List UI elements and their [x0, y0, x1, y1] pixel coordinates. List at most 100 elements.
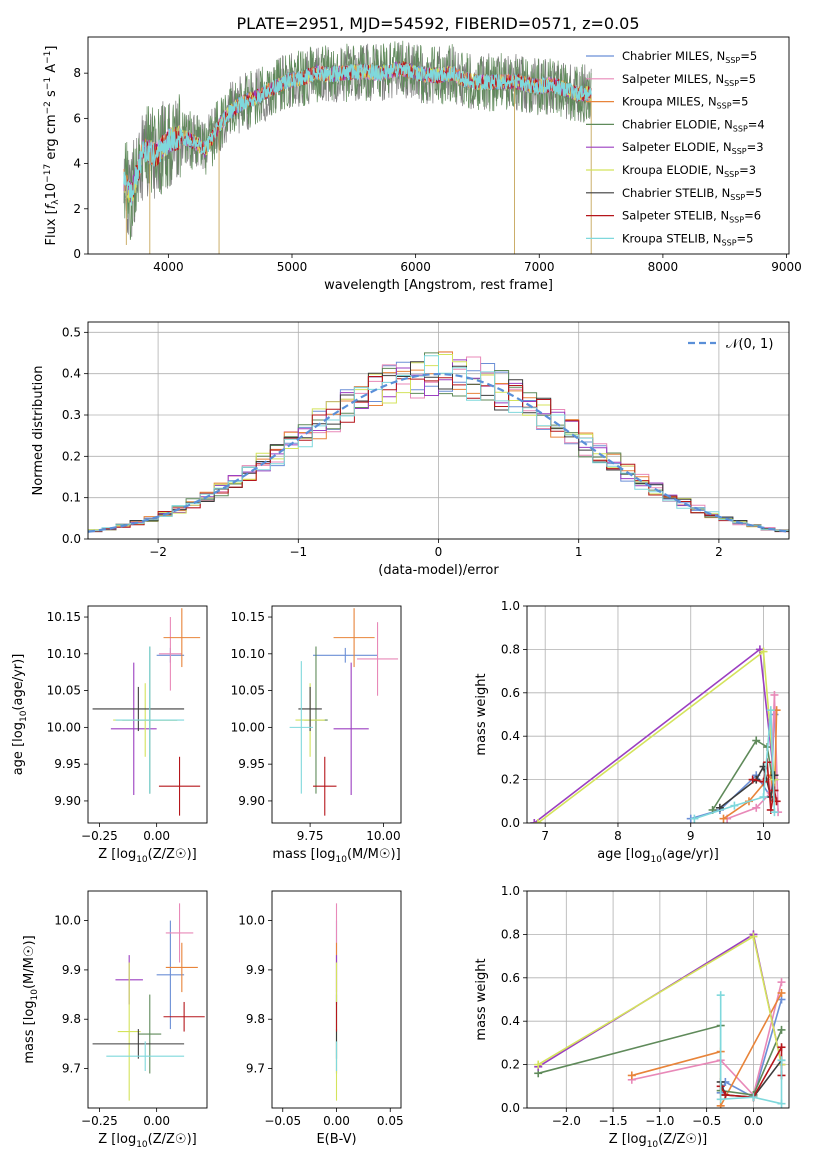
y-tick-label: 10.00	[231, 720, 265, 734]
x-axis-label: age [log10(age/yr)]	[597, 847, 719, 865]
x-tick-label: −1	[289, 545, 307, 559]
weight-vs-metallicity-panel: −2.0 −1.5 −1.0 −0.5 0.0 0.0 0.2 0.4 0.6 0.8 1.0 Z […	[474, 884, 790, 1150]
legend-label: Kroupa STELIB, NSSP=5	[622, 231, 753, 247]
y-axis-label: Normed distribution	[31, 366, 46, 496]
residuals-panel: −2 −1 0 1 2 0.0 0.1 0.2 0.3 0.4 0.5 (data-model)/er…	[31, 321, 790, 578]
axes-frame	[526, 605, 790, 824]
x-tick-label: −1.5	[599, 1114, 628, 1128]
y-tick-label: 9.8	[246, 1012, 265, 1026]
y-axis-label: mass weight	[474, 958, 489, 1040]
axes-frame	[87, 321, 790, 540]
x-axis-label: (data-model)/error	[378, 563, 499, 578]
y-tick-label: 9.7	[62, 1062, 81, 1076]
y-tick-label: 8	[73, 66, 81, 80]
x-tick-label: −0.25	[81, 829, 118, 843]
legend-label: Salpeter ELODIE, NSSP=3	[622, 140, 764, 156]
x-tick-label: 7000	[524, 260, 555, 274]
axes-frame	[271, 890, 402, 1109]
y-tick-label: 0.0	[501, 816, 520, 830]
y-axis-label: mass weight	[474, 673, 489, 755]
axes-frame	[271, 605, 402, 824]
mass-vs-extinction-panel: −0.05 0.00 0.05 9.7 9.8 9.9 10.0 E(B-V)	[238, 890, 404, 1147]
legend-label: Chabrier STELIB, NSSP=5	[622, 186, 762, 202]
y-tick-label: 10.15	[231, 610, 265, 624]
axes-frame	[87, 890, 208, 1109]
axes-frame	[87, 605, 208, 824]
spectrum-lines	[123, 40, 592, 254]
spectrum-line	[123, 62, 592, 206]
y-tick-label: 10.0	[238, 914, 265, 928]
x-tick-label: −2.0	[552, 1114, 581, 1128]
y-tick-label: 9.90	[238, 794, 265, 808]
spectrum-line	[123, 40, 592, 241]
x-tick-label: 10	[756, 829, 771, 843]
x-tick-label: 0.00	[143, 1114, 170, 1128]
x-tick-label: 2	[715, 545, 723, 559]
spectrum-panel: 4000 5000 6000 7000 8000 9000 0 2 4 6 8 wavelength …	[43, 36, 802, 293]
weight-series	[631, 981, 783, 1097]
y-tick-label: 0.4	[62, 367, 81, 381]
weight-lines	[530, 645, 783, 823]
legend-label: Kroupa MILES, NSSP=5	[622, 95, 748, 111]
axes-frame	[526, 890, 790, 1109]
x-tick-label: −0.05	[264, 1114, 301, 1128]
y-tick-label: 2	[73, 202, 81, 216]
error-bars	[92, 903, 205, 1101]
y-tick-label: 10.05	[231, 684, 265, 698]
y-tick-label: 10.10	[47, 647, 81, 661]
y-tick-label: 0.0	[62, 532, 81, 546]
age-vs-mass-panel: 9.75 10.00 9.90 9.95 10.00 10.05 10.10 10.15 mas…	[231, 605, 402, 865]
x-tick-label: 4000	[153, 260, 184, 274]
legend-label: Kroupa ELODIE, NSSP=3	[622, 163, 756, 179]
y-tick-label: 0.6	[501, 971, 520, 985]
y-tick-label: 0.5	[62, 325, 81, 339]
x-axis-label: Z [log10(Z/Z☉)]	[609, 1132, 707, 1150]
x-axis-label: wavelength [Angstrom, rest frame]	[324, 278, 553, 293]
y-tick-label: 9.7	[246, 1062, 265, 1076]
y-tick-label: 10.00	[47, 720, 81, 734]
x-tick-label: −0.25	[81, 1114, 118, 1128]
x-tick-label: 0.00	[323, 1114, 350, 1128]
figure-title: PLATE=2951, MJD=54592, FIBERID=0571, z=0…	[236, 14, 639, 33]
error-bars	[92, 608, 201, 816]
x-tick-label: 8	[614, 829, 622, 843]
normal-curve	[88, 372, 789, 533]
x-tick-label: 0.05	[377, 1114, 404, 1128]
y-tick-label: 9.90	[54, 794, 81, 808]
y-tick-label: 0.8	[501, 642, 520, 656]
error-bars	[289, 608, 399, 816]
y-tick-label: 0.0	[501, 1101, 520, 1115]
weight-series	[711, 739, 776, 811]
y-tick-label: 9.9	[62, 963, 81, 977]
y-tick-label: 10.05	[47, 684, 81, 698]
y-tick-label: 0	[73, 247, 81, 261]
x-tick-label: 1	[575, 545, 583, 559]
y-tick-label: 9.95	[54, 757, 81, 771]
x-axis-label: mass [log10(M/M☉)]	[272, 847, 400, 865]
x-axis-label: E(B-V)	[316, 1132, 356, 1147]
y-tick-label: 0.8	[501, 927, 520, 941]
y-tick-label: 10.15	[47, 610, 81, 624]
legend-label: Chabrier ELODIE, NSSP=4	[622, 117, 765, 133]
y-tick-label: 0.3	[62, 408, 81, 422]
x-tick-label: 7	[541, 829, 549, 843]
x-tick-label: 0.00	[143, 829, 170, 843]
y-tick-label: 10.10	[231, 647, 265, 661]
y-tick-label: 9.95	[238, 757, 265, 771]
weight-series	[537, 650, 776, 823]
x-axis-label: Z [log10(Z/Z☉)]	[98, 847, 196, 865]
y-tick-label: 1.0	[501, 599, 520, 613]
weight-lines	[534, 930, 786, 1108]
y-tick-label: 0.2	[501, 1058, 520, 1072]
y-axis-label: age [log10(age/yr)]	[11, 654, 29, 776]
x-tick-label: 0.0	[744, 1114, 763, 1128]
y-tick-label: 1.0	[501, 884, 520, 898]
y-axis-label: mass [log10(M/M☉)]	[22, 935, 40, 1063]
axes-frame	[87, 36, 790, 255]
age-vs-metallicity-panel: −0.25 0.00 9.90 9.95 10.00 10.05 10.10 10.15 Z […	[11, 605, 208, 865]
x-tick-label: 0	[435, 545, 443, 559]
y-tick-label: 9.9	[246, 963, 265, 977]
legend-label: 𝒩(0, 1)	[726, 337, 773, 352]
x-tick-label: 9	[687, 829, 695, 843]
x-tick-label: −2	[149, 545, 167, 559]
